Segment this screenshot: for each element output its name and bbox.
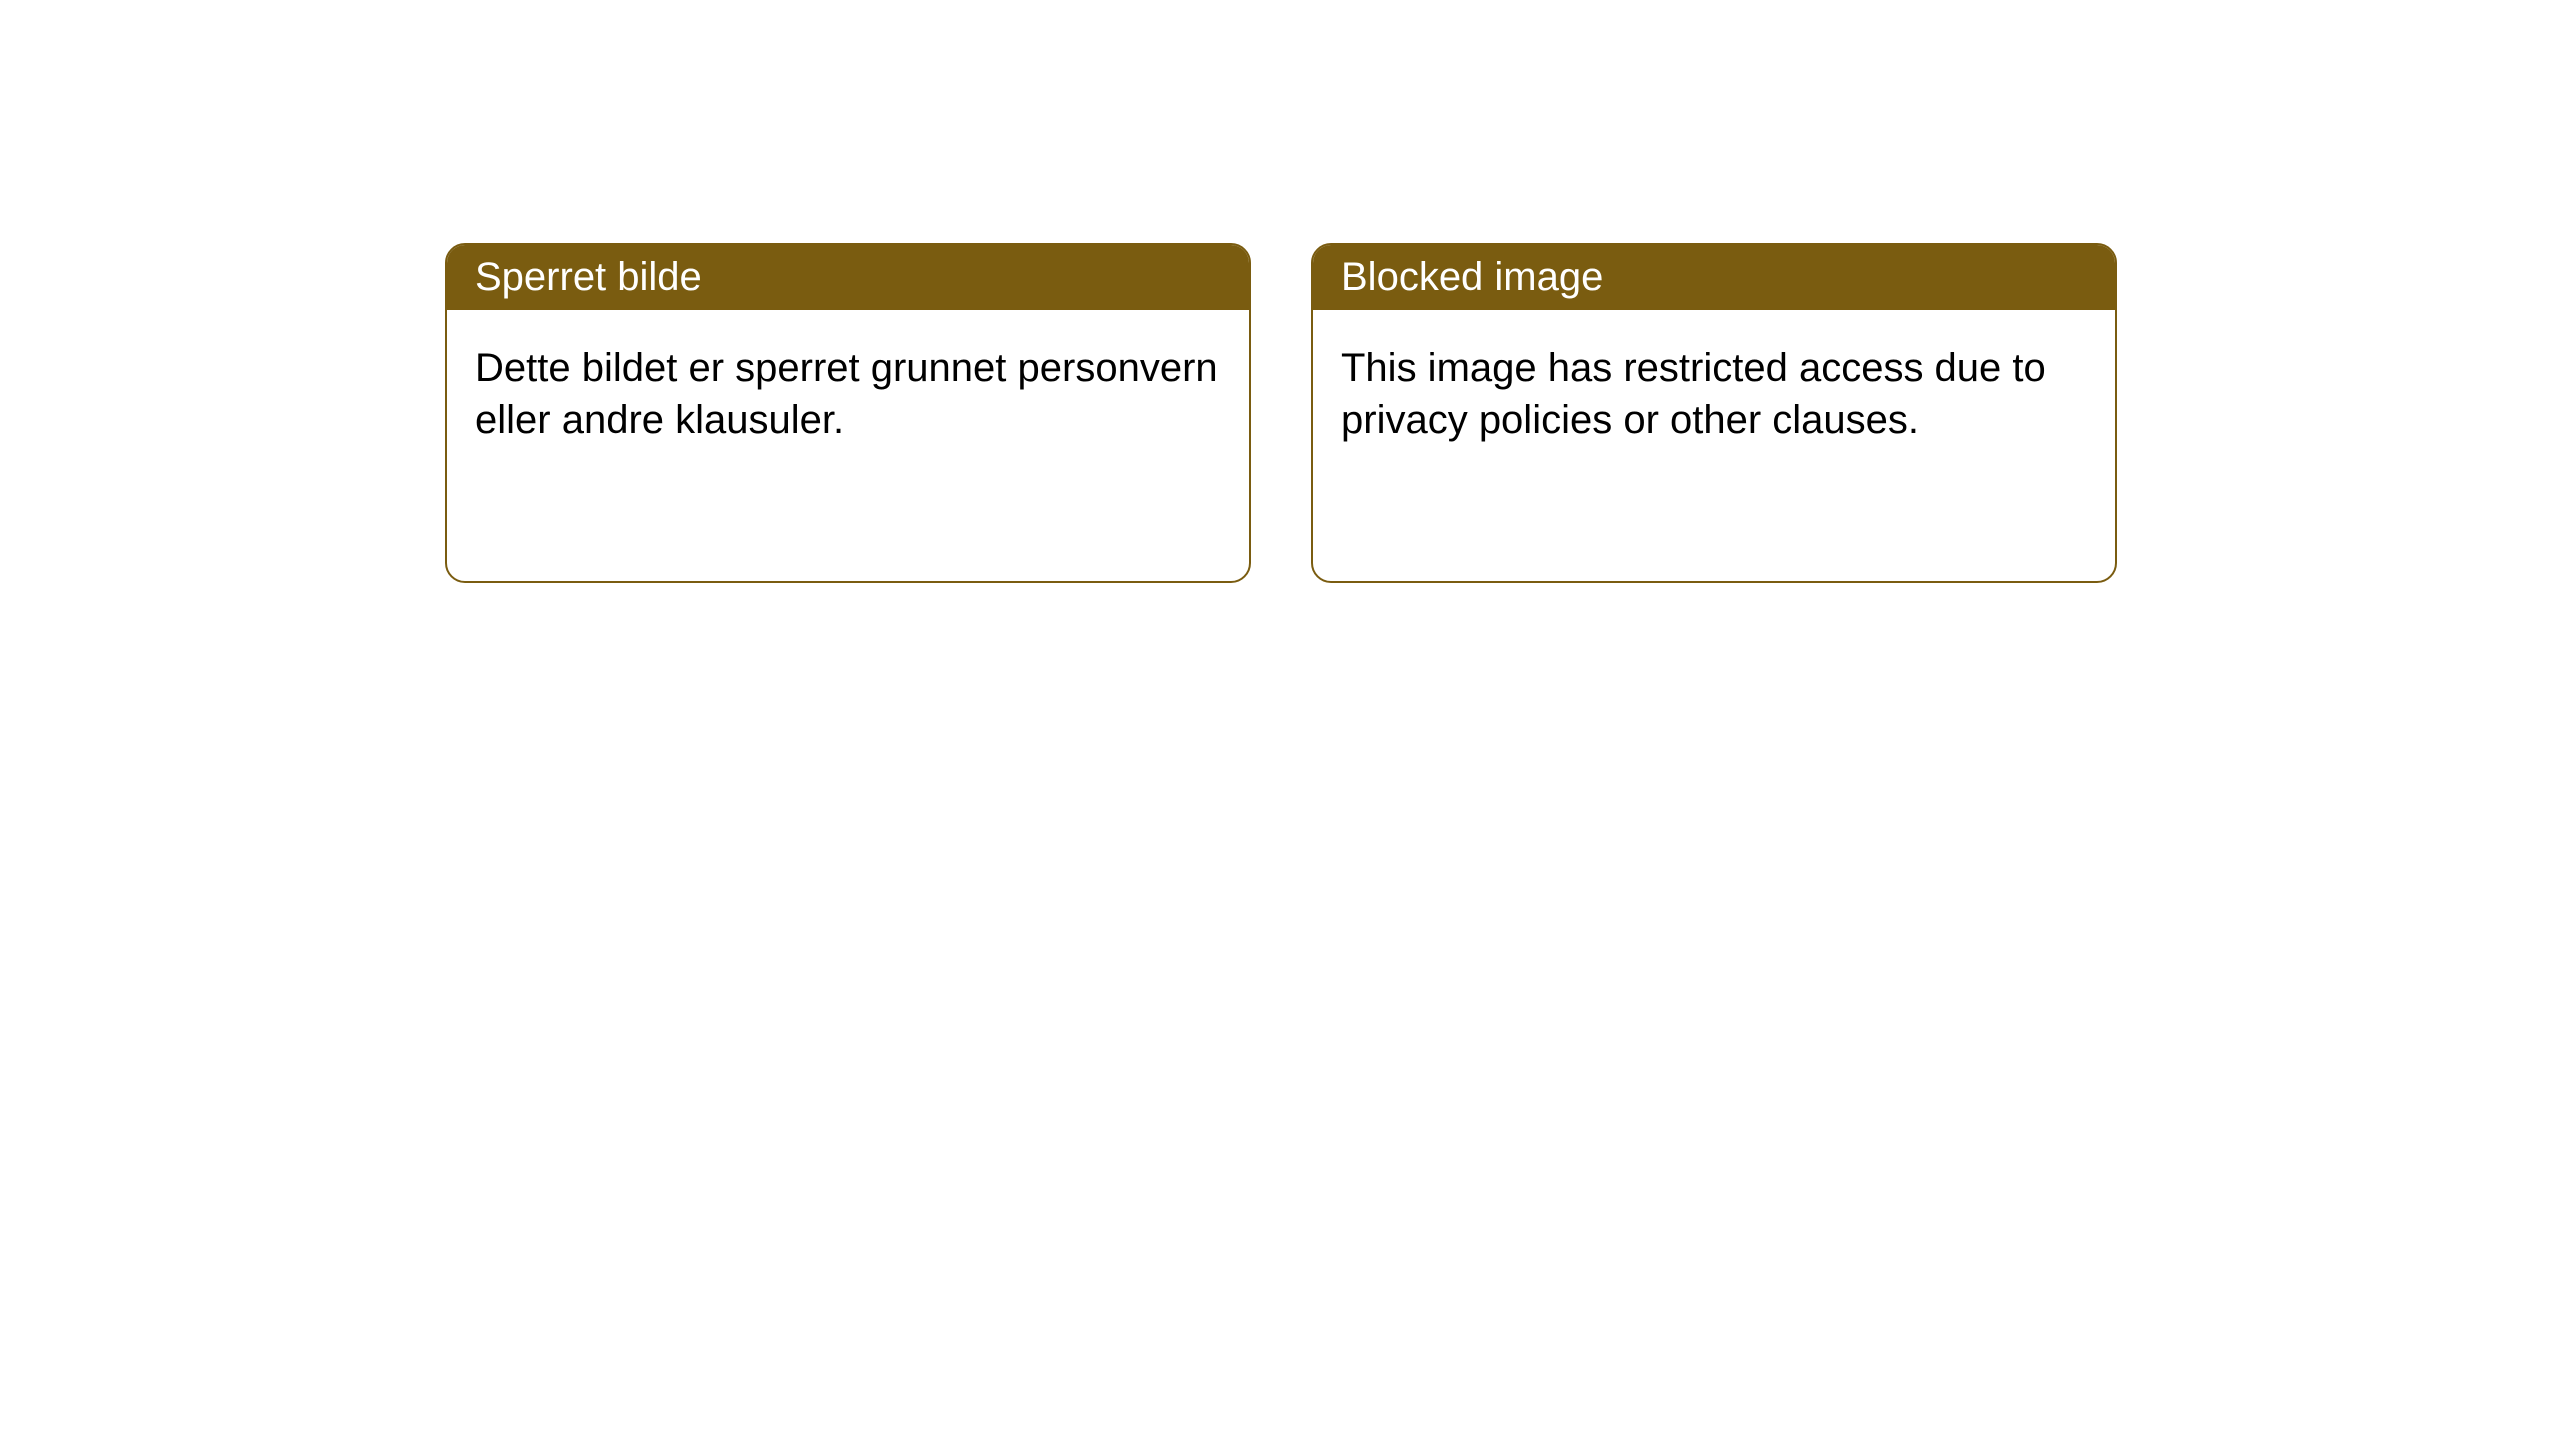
notice-body: Dette bildet er sperret grunnet personve…	[447, 310, 1249, 478]
notice-card-norwegian: Sperret bilde Dette bildet er sperret gr…	[445, 243, 1251, 583]
notice-title: Sperret bilde	[475, 255, 702, 299]
notice-body: This image has restricted access due to …	[1313, 310, 2115, 478]
notice-header: Blocked image	[1313, 245, 2115, 310]
notice-body-text: This image has restricted access due to …	[1341, 346, 2046, 442]
notice-title: Blocked image	[1341, 255, 1603, 299]
notice-body-text: Dette bildet er sperret grunnet personve…	[475, 346, 1218, 442]
notice-card-english: Blocked image This image has restricted …	[1311, 243, 2117, 583]
notice-header: Sperret bilde	[447, 245, 1249, 310]
notice-container: Sperret bilde Dette bildet er sperret gr…	[445, 243, 2560, 583]
